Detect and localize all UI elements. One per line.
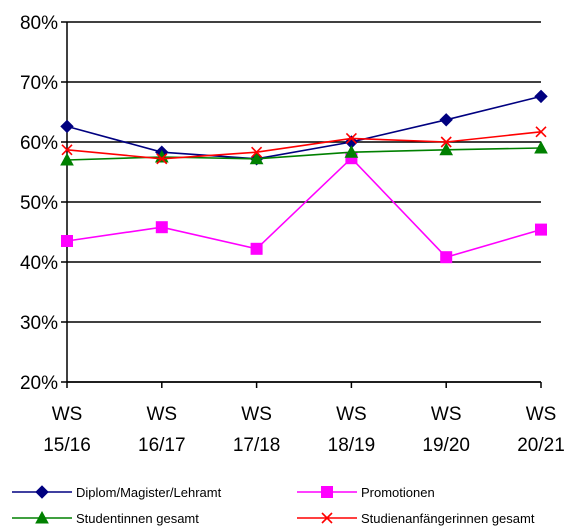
x-marker-stroke	[321, 512, 333, 524]
data-point	[61, 144, 73, 156]
data-point	[251, 146, 263, 158]
y-tick-label: 80%	[20, 13, 58, 34]
data-point	[535, 223, 547, 236]
legend-label: Diplom/Magister/Lehramt	[76, 485, 222, 500]
legend-label: Promotionen	[361, 485, 435, 500]
series-1	[61, 152, 547, 264]
grid-lines	[67, 21, 541, 383]
data-point	[439, 142, 454, 156]
x-tick-label: 15/16	[43, 435, 91, 456]
x-tick-label: 16/17	[138, 435, 186, 456]
data-point	[534, 89, 548, 104]
y-tick-label: 60%	[20, 133, 58, 154]
x-tick-label: 18/19	[328, 435, 376, 456]
x-tick-label: WS	[241, 404, 272, 425]
x-tick-label: 19/20	[422, 435, 470, 456]
x-marker-stroke	[61, 144, 73, 156]
series-line	[66, 95, 542, 160]
data-point	[440, 251, 453, 264]
y-tick-label: 70%	[20, 73, 58, 94]
x-tick-label: WS	[526, 404, 557, 425]
data-point	[156, 153, 168, 165]
y-tick-label: 30%	[20, 313, 58, 334]
x-marker-stroke	[345, 132, 357, 144]
legend-label: Studentinnen gesamt	[76, 511, 199, 526]
legend-marker	[35, 510, 49, 524]
x-marker-stroke	[156, 153, 168, 165]
x-tick-label: WS	[336, 404, 367, 425]
legend: Diplom/Magister/Lehramt Promotionen Studen…	[12, 485, 535, 526]
x-axis-ticks: WS 15/16 WS 16/17 WS 17/18 WS 18/19 WS 19/20 WS 20/…	[43, 382, 565, 456]
legend-marker	[321, 486, 333, 498]
legend-item: Diplom/Magister/Lehramt	[12, 485, 222, 500]
x-tick-label: 17/18	[233, 435, 281, 456]
x-marker-stroke	[535, 126, 547, 138]
y-tick-label: 20%	[20, 373, 58, 394]
x-tick-label: 20/21	[517, 435, 565, 456]
y-tick-label: 40%	[20, 253, 58, 274]
legend-marker	[321, 512, 333, 524]
data-point	[439, 113, 453, 127]
y-tick-label: 50%	[20, 193, 58, 214]
data-point	[61, 235, 73, 247]
data-point	[250, 242, 263, 255]
data-point	[344, 145, 359, 158]
data-point	[440, 136, 452, 148]
data-point	[534, 140, 548, 154]
legend-label: Studienanfängerinnen gesamt	[361, 511, 535, 526]
x-marker-stroke	[251, 146, 263, 158]
data-point	[155, 221, 168, 234]
data-point	[345, 132, 357, 144]
x-tick-label: WS	[146, 404, 177, 425]
legend-item: Studienanfängerinnen gesamt	[297, 511, 535, 526]
x-marker-stroke	[440, 136, 452, 148]
data-point	[60, 152, 74, 166]
legend-item: Promotionen	[297, 485, 435, 500]
x-tick-label: WS	[52, 404, 83, 425]
legend-marker	[35, 485, 49, 499]
data-point	[535, 126, 547, 138]
legend-item: Studentinnen gesamt	[12, 510, 199, 526]
series-line	[66, 131, 542, 160]
series-3	[61, 126, 547, 165]
x-tick-label: WS	[431, 404, 462, 425]
y-axis-ticks: 20% 30% 40% 50% 60% 70% 80%	[20, 13, 67, 394]
data-point	[249, 151, 264, 165]
series-0	[60, 89, 548, 166]
series-group	[60, 89, 548, 264]
data-point	[60, 119, 74, 134]
series-line	[66, 157, 542, 259]
